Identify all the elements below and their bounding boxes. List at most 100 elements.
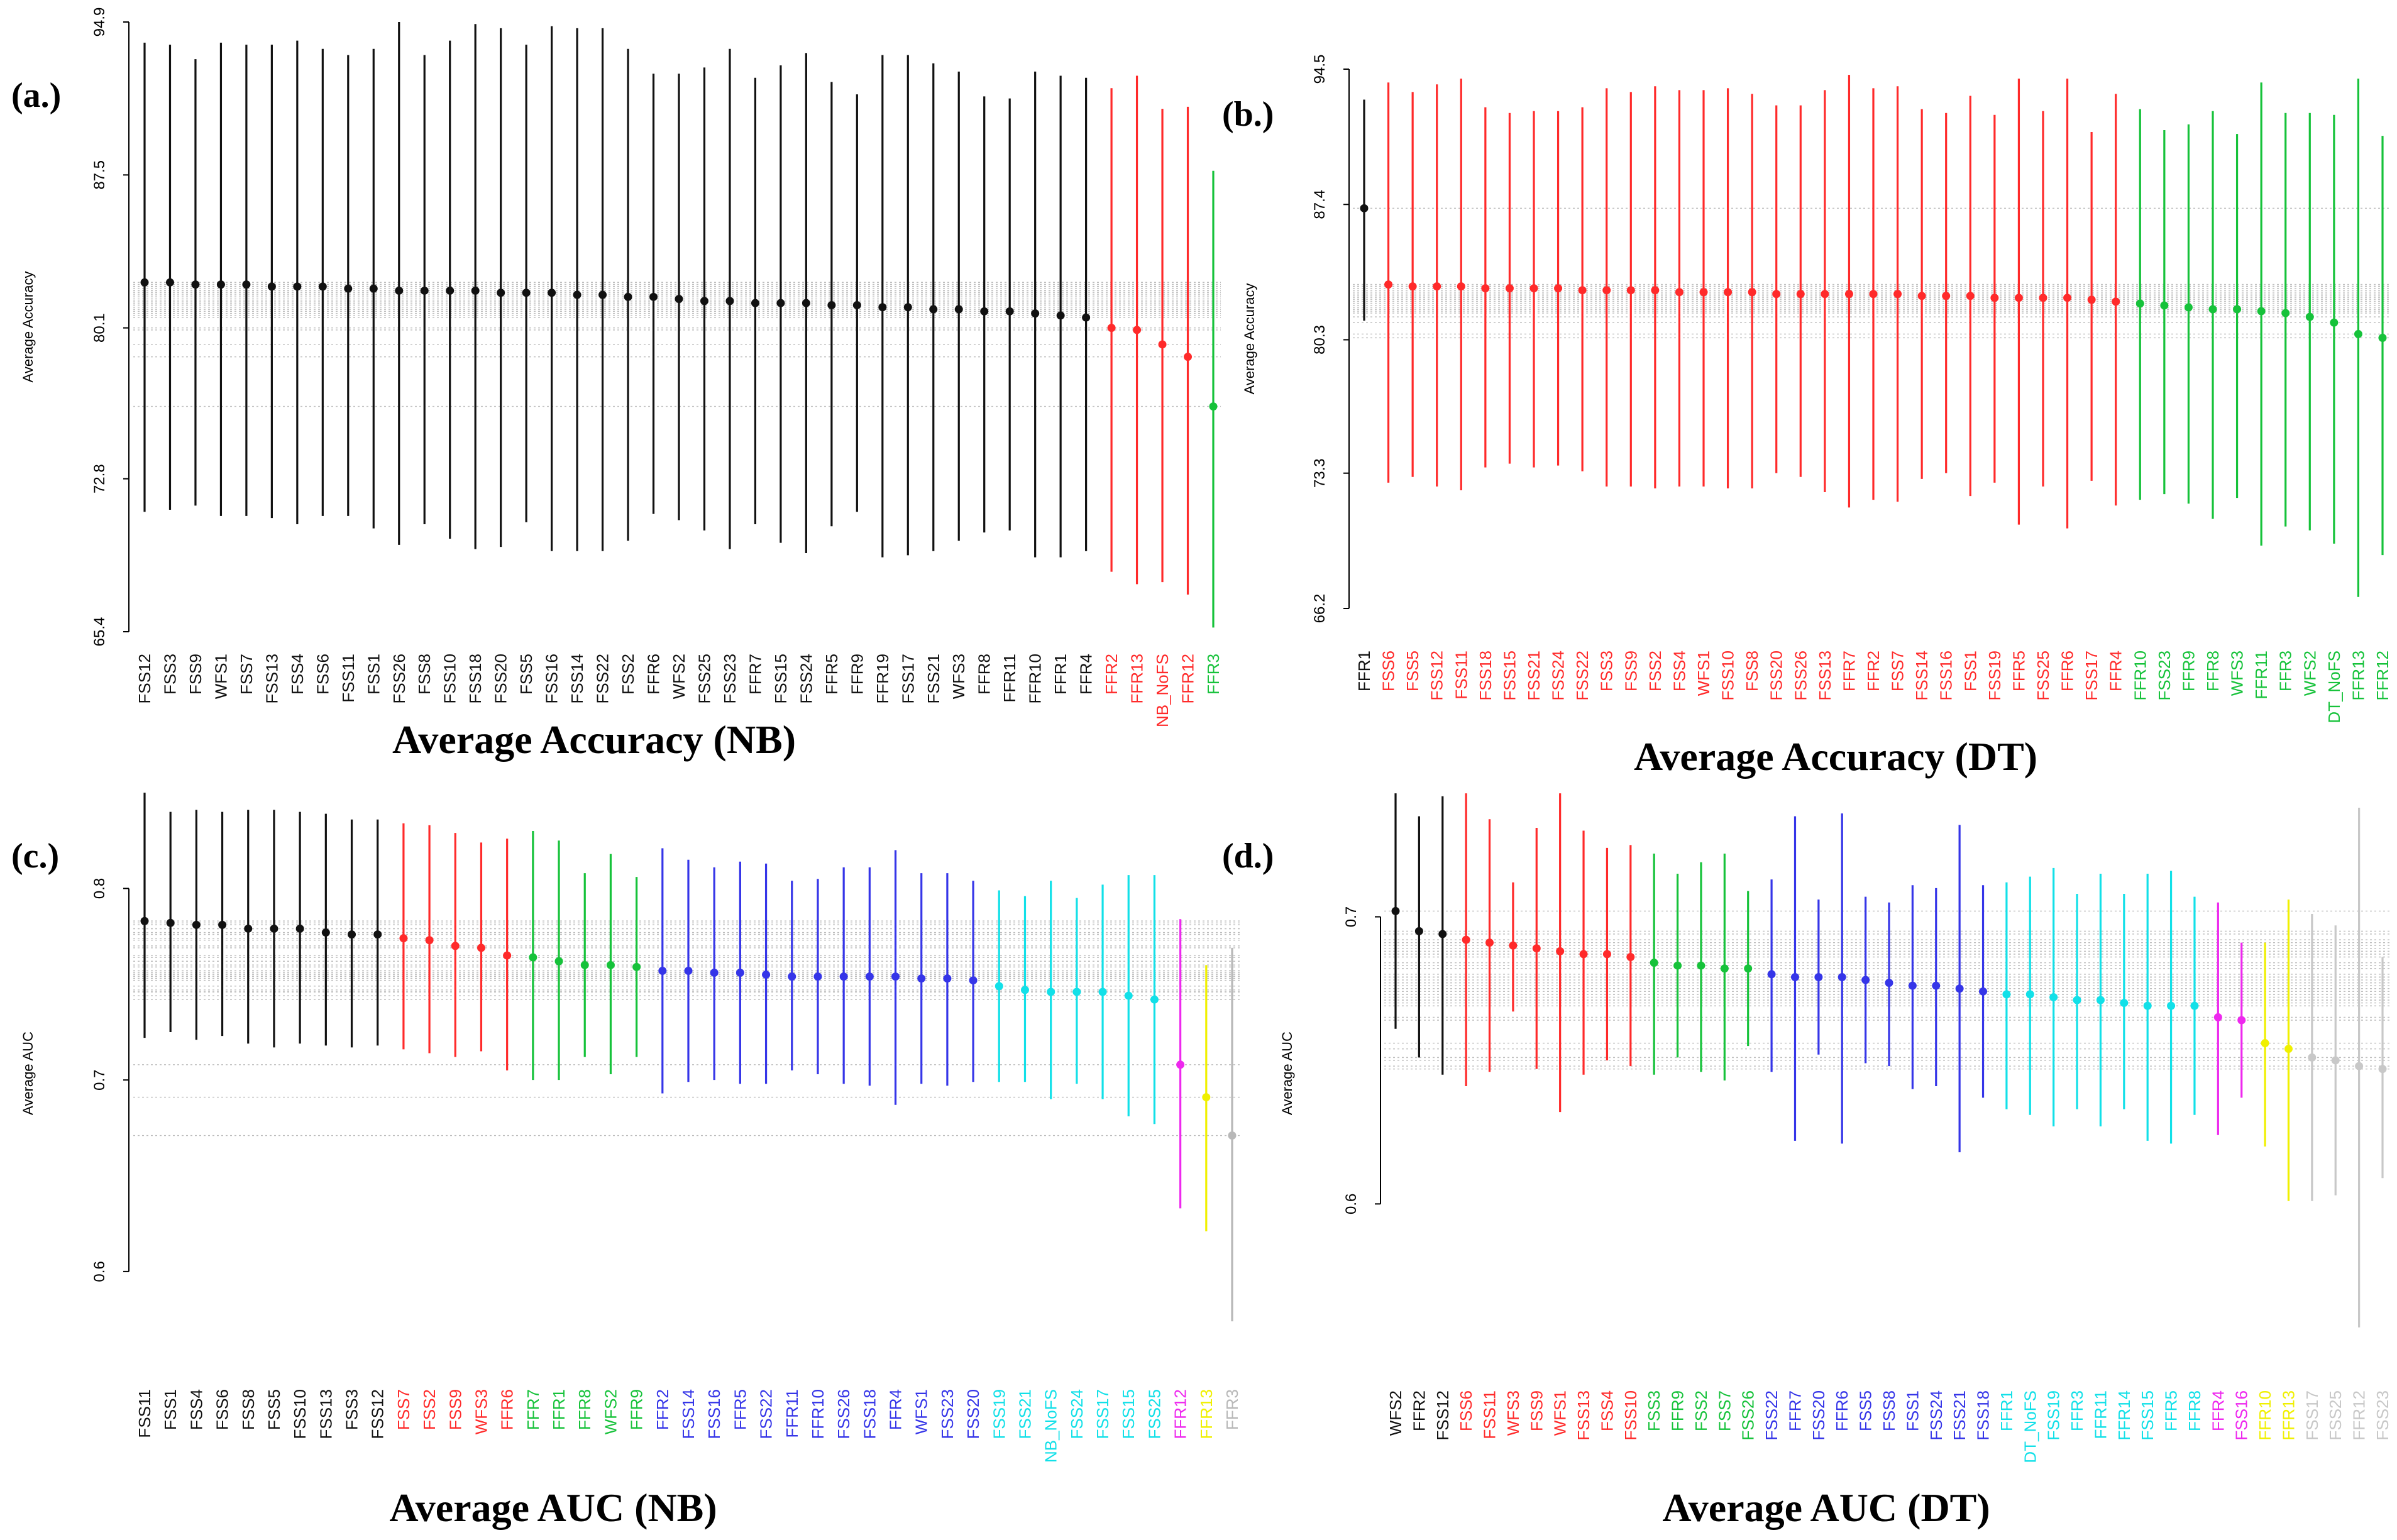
mean-point — [2284, 1045, 2293, 1053]
mean-point — [1098, 987, 1107, 996]
mean-point — [2355, 1062, 2364, 1070]
mean-point — [451, 942, 460, 950]
x-tick-label: FSS17 — [2082, 651, 2101, 701]
x-tick-label: FSS19 — [1985, 651, 2004, 701]
x-tick-label: FSS23 — [2155, 651, 2174, 701]
y-tick-label: 66.2 — [1311, 594, 1328, 624]
mean-point — [2213, 1013, 2222, 1021]
chart-title: Average AUC (DT) — [1662, 1485, 1990, 1530]
x-tick-label: FSS14 — [679, 1389, 698, 1439]
mean-point — [1966, 292, 1975, 300]
x-tick-label: FSS12 — [135, 654, 154, 704]
x-tick-label: FSS11 — [135, 1389, 154, 1438]
mean-point — [1673, 961, 1682, 970]
x-tick-label: FSS23 — [720, 654, 739, 704]
x-tick-label: FFR4 — [886, 1389, 905, 1430]
x-tick-label: WFS2 — [670, 654, 688, 699]
x-tick-label: FSS11 — [1480, 1390, 1499, 1439]
mean-point — [725, 297, 734, 305]
y-tick-label: 0.8 — [91, 878, 108, 899]
x-tick-label: FFR10 — [1026, 654, 1045, 703]
panel-b-accuracy-dt: (b.) 66.2 73.3 80.3 87.4 94.5 Average Accuracy… — [1222, 55, 2392, 779]
mean-point — [267, 282, 276, 291]
x-tick-label: FFR2 — [1102, 654, 1121, 695]
mean-point — [2237, 1016, 2246, 1025]
mean-point — [1650, 959, 1658, 967]
mean-point — [2305, 312, 2314, 321]
x-tick-label: FSS2 — [1646, 651, 1665, 691]
x-tick-label: FSS6 — [213, 1389, 232, 1430]
x-tick-label: FSS9 — [1527, 1390, 1546, 1431]
mean-point — [242, 280, 251, 289]
x-tick-label: FSS1 — [1903, 1390, 1922, 1431]
x-tick-label: FSS14 — [1912, 651, 1931, 701]
x-tick-label: FSS5 — [1403, 651, 1422, 691]
mean-point — [1955, 984, 1964, 993]
x-tick-label: FSS9 — [186, 654, 205, 695]
x-tick-label: FSS13 — [1574, 1390, 1593, 1441]
x-tick-label: WFS3 — [471, 1389, 490, 1434]
mean-point — [649, 292, 658, 301]
x-tick-label: WFS3 — [949, 654, 968, 699]
x-tick-label: FSS21 — [1950, 1390, 1969, 1441]
x-tick-label: FFR7 — [746, 654, 764, 695]
x-tick-label: FSS8 — [1743, 651, 1761, 691]
mean-point — [1990, 294, 1999, 302]
x-tick-label: FFR2 — [653, 1389, 672, 1430]
mean-point — [1184, 353, 1193, 361]
mean-point — [776, 299, 785, 307]
mean-point — [1360, 204, 1369, 212]
mean-point — [598, 290, 607, 299]
mean-point — [1885, 979, 1893, 987]
mean-point — [2135, 299, 2144, 308]
x-tick-label: FSS7 — [1888, 651, 1907, 691]
x-tick-label: WFS2 — [601, 1389, 620, 1434]
mean-point — [1699, 288, 1708, 297]
x-tick-label: FSS12 — [368, 1389, 387, 1439]
y-tick-label: 0.7 — [91, 1069, 108, 1090]
mean-point — [813, 972, 822, 981]
x-tick-label: FSS4 — [187, 1389, 206, 1430]
x-tick-label: WFS1 — [211, 654, 230, 699]
x-tick-label: FFR6 — [2058, 651, 2077, 691]
mean-point — [1384, 280, 1393, 289]
mean-point — [1724, 288, 1733, 297]
mean-point — [192, 920, 201, 929]
x-tick-label: FFR4 — [2107, 651, 2125, 691]
panel-label: (b.) — [1222, 95, 1274, 134]
mean-point — [295, 924, 304, 933]
mean-point — [1509, 941, 1518, 950]
x-tick-label: FFR4 — [2208, 1390, 2227, 1431]
mean-point — [348, 930, 356, 939]
mean-point — [1408, 282, 1417, 291]
x-tick-label: FFR1 — [1051, 654, 1070, 695]
x-tick-label: NB_NoFS — [1042, 1389, 1061, 1463]
y-tick-label: 0.6 — [91, 1261, 108, 1282]
x-tick-label: FSS25 — [2034, 651, 2053, 701]
x-tick-label: FSS2 — [1692, 1390, 1711, 1431]
x-tick-label: FFR5 — [730, 1389, 749, 1430]
x-tick-label: FSS15 — [2138, 1390, 2157, 1441]
x-tick-label: FFR2 — [1409, 1390, 1428, 1431]
mean-point — [675, 295, 683, 304]
y-axis-label: Average Accuracy — [20, 272, 36, 383]
x-tick-label: FFR8 — [2203, 651, 2222, 691]
x-tick-label: FFR13 — [2279, 1390, 2298, 1440]
x-tick-label: FFR4 — [1077, 654, 1096, 695]
mean-point — [1082, 313, 1091, 322]
mean-point — [1485, 938, 1494, 947]
mean-point — [1481, 284, 1490, 293]
x-tick-label: FSS3 — [1597, 651, 1616, 691]
mean-point — [1626, 953, 1635, 962]
mean-point — [216, 280, 225, 289]
x-tick-label: WFS3 — [1504, 1390, 1523, 1436]
mean-point — [969, 976, 978, 985]
x-tick-label: FFR8 — [575, 1389, 594, 1430]
panel-d-auc-dt: (d.) 0.6 0.7 Average AUC WFS2 FFR2 FSS12 FSS6 FS… — [1222, 793, 2392, 1530]
mean-point — [446, 286, 455, 295]
mean-point — [2025, 990, 2034, 999]
x-tick-label: FSS6 — [1457, 1390, 1475, 1431]
x-tick-label: FSS24 — [1067, 1389, 1086, 1439]
x-tick-label: FSS17 — [898, 654, 917, 704]
x-tick-label: FFR3 — [2068, 1390, 2086, 1431]
